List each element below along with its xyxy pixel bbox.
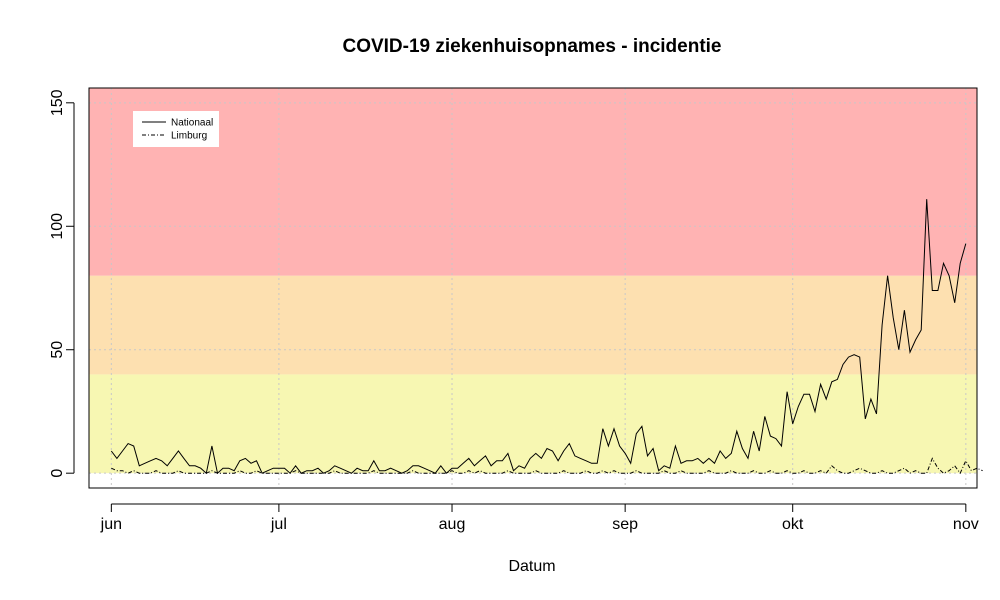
x-tick-label-jul: jul — [270, 516, 287, 533]
y-tick-label-150: 150 — [49, 89, 66, 116]
x-axis-label: Datum — [508, 558, 555, 575]
legend: Nationaal Limburg — [133, 111, 219, 147]
x-tick-label-okt: okt — [782, 516, 804, 533]
x-axis: jun jul aug sep okt nov — [100, 503, 979, 533]
x-tick-label-jun: jun — [100, 516, 122, 533]
legend-label-nationaal: Nationaal — [171, 118, 213, 129]
y-tick-label-100: 100 — [49, 213, 66, 240]
threshold-band-1 — [89, 275, 977, 375]
y-tick-label-50: 50 — [49, 341, 66, 359]
series-line-limburg — [111, 457, 983, 475]
data-lines — [110, 199, 983, 475]
grid-lines — [89, 88, 977, 488]
x-tick-label-nov: nov — [953, 516, 979, 533]
threshold-band-0 — [89, 374, 977, 474]
y-tick-label-0: 0 — [49, 469, 66, 478]
legend-box — [133, 111, 219, 147]
x-tick-label-sep: sep — [612, 516, 638, 533]
threshold-bands — [89, 88, 977, 474]
plot-border — [88, 87, 978, 489]
chart-title: COVID-19 ziekenhuisopnames - incidentie — [342, 36, 721, 57]
legend-label-limburg: Limburg — [171, 131, 207, 142]
threshold-band-2 — [89, 88, 977, 276]
x-tick-label-aug: aug — [439, 516, 466, 533]
y-axis: 0 50 100 150 — [49, 89, 75, 478]
series-line-nationaal — [110, 199, 967, 475]
